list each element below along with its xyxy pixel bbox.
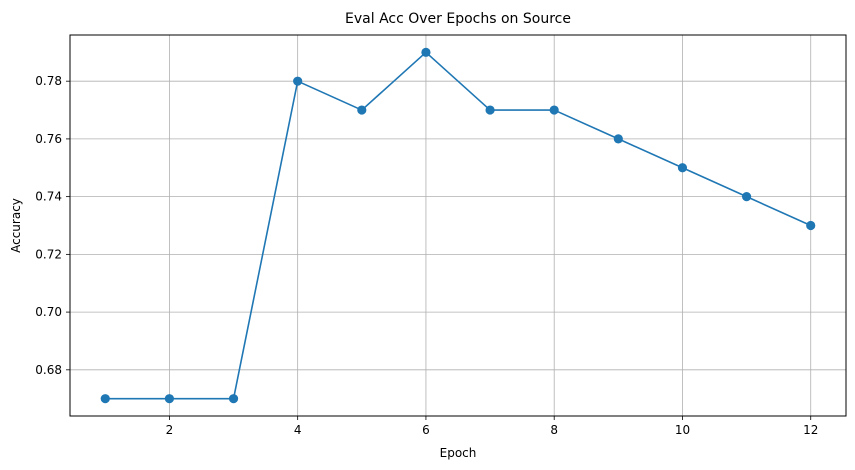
y-tick-label: 0.78 xyxy=(35,74,62,88)
y-tick-label: 0.72 xyxy=(35,247,62,261)
x-tick-label: 4 xyxy=(294,423,302,437)
plot-area-frame xyxy=(69,34,847,417)
x-axis-label: Epoch xyxy=(440,446,477,460)
series-line xyxy=(105,51,812,400)
x-tick-label: 8 xyxy=(550,423,558,437)
data-point xyxy=(293,76,303,86)
x-tick-label: 6 xyxy=(422,423,430,437)
x-tick-label: 12 xyxy=(803,423,818,437)
data-point xyxy=(677,163,688,173)
series-layer xyxy=(100,47,816,404)
y-tick-label: 0.68 xyxy=(35,363,62,377)
y-tick-label: 0.74 xyxy=(35,190,62,204)
data-point xyxy=(421,47,431,57)
chart-title: Eval Acc Over Epochs on Source xyxy=(345,11,571,27)
y-tick-label: 0.76 xyxy=(35,132,62,146)
data-point xyxy=(613,134,623,144)
y-tick-label: 0.70 xyxy=(35,305,62,319)
axis-ticks: 2 4 6 8 10 12 0.68 0.70 0.72 0.74 0.76 0.78 xyxy=(35,74,818,437)
data-point xyxy=(164,394,175,404)
data-point xyxy=(100,394,110,404)
data-point xyxy=(357,105,367,115)
data-point xyxy=(806,220,816,231)
x-tick-label: 2 xyxy=(166,423,174,437)
data-point xyxy=(485,105,495,115)
data-point xyxy=(549,105,559,115)
data-point xyxy=(741,192,752,202)
y-axis-label: Accuracy xyxy=(9,198,23,253)
x-tick-label: 10 xyxy=(675,423,690,437)
data-point xyxy=(228,394,239,404)
